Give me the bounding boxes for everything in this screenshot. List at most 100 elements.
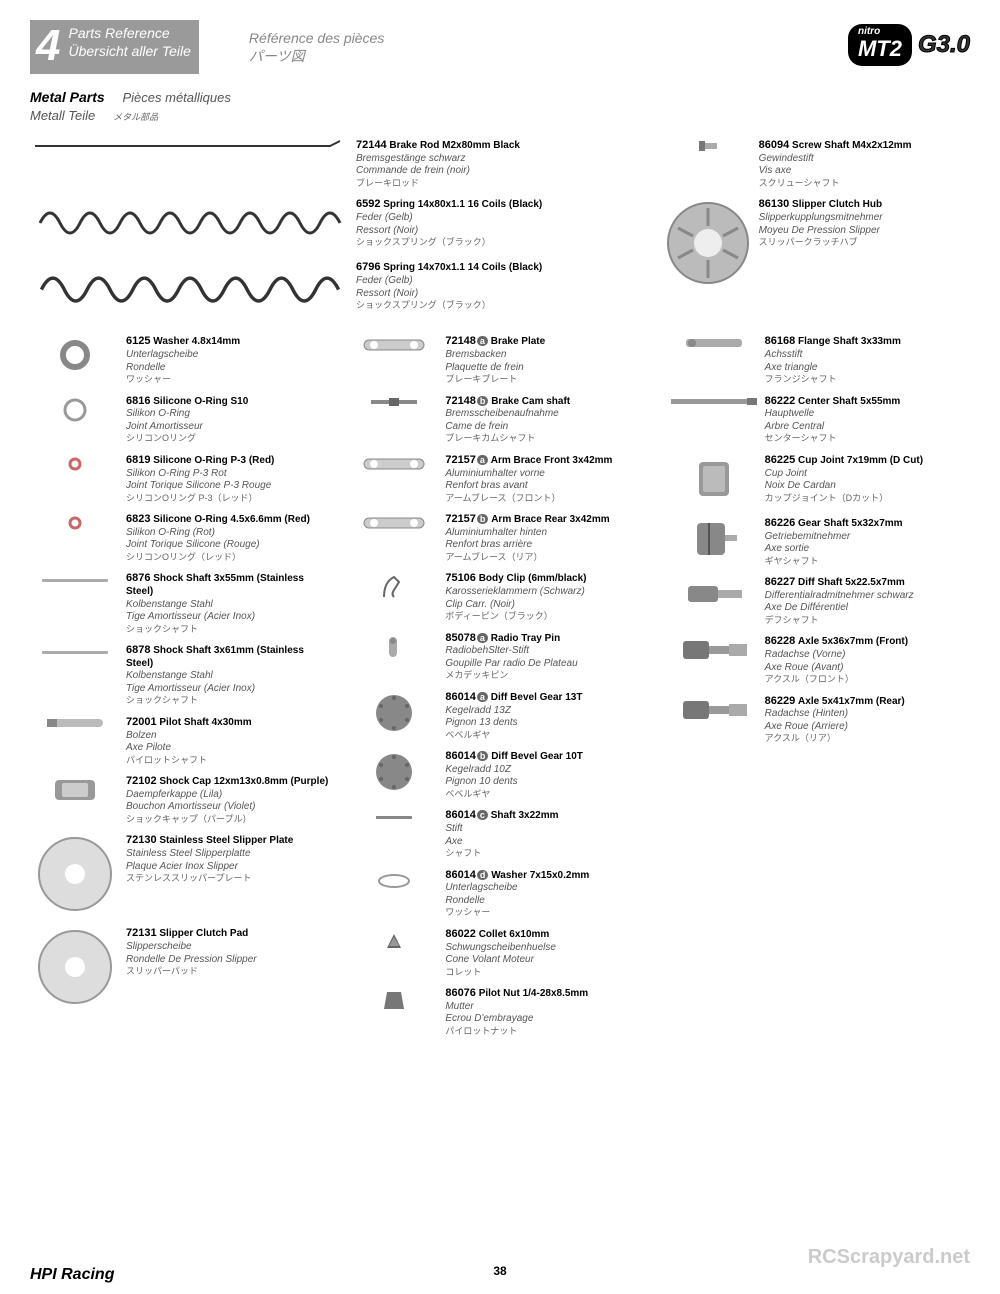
part-fr: Renfort bras arrière — [445, 539, 532, 550]
part-item: 6816 Silicone O-Ring S10Silikon O-RingJo… — [30, 395, 331, 446]
part-fr: Axe Pilote — [126, 742, 171, 753]
part-name: Slipper Clutch Hub — [792, 199, 882, 210]
part-de: Unterlagscheibe — [445, 882, 517, 893]
part-de: Karosserieklammern (Schwarz) — [445, 586, 584, 597]
section-title-fr: Pièces métalliques — [122, 90, 230, 105]
part-name: Arm Brace Rear 3x42mm — [491, 514, 609, 525]
part-name: Cup Joint 7x19mm (D Cut) — [798, 455, 923, 466]
part-text: 6125 Washer 4.8x14mmUnterlagscheibeRonde… — [120, 335, 240, 386]
part-text: 6823 Silicone O-Ring 4.5x6.6mm (Red)Sili… — [120, 513, 310, 564]
logo-brand-small: nitro — [858, 28, 902, 36]
part-number: 86226 — [765, 517, 796, 529]
part-fr: Axe Roue (Avant) — [765, 662, 844, 673]
part-fr: Tige Amortisseur (Acier Inox) — [126, 611, 255, 622]
part-jp: ギヤシャフト — [765, 556, 819, 566]
part-de: Stift — [445, 823, 462, 834]
part-number: 86222 — [765, 395, 796, 407]
part-de: Kegelradd 10Z — [445, 764, 511, 775]
part-fr: Vis axe — [759, 165, 792, 176]
part-de: Differentialradmitnehmer schwarz — [765, 590, 914, 601]
part-item: 6125 Washer 4.8x14mmUnterlagscheibeRonde… — [30, 335, 331, 386]
part-name: Diff Shaft 5x22.5x7mm — [798, 577, 905, 588]
part-text: 72157a Arm Brace Front 3x42mmAluminiumha… — [439, 454, 612, 505]
part-number: 86014b — [445, 750, 488, 762]
title-en: Parts Reference — [68, 24, 190, 42]
part-de: Slipperkupplungsmitnehmer — [759, 212, 883, 223]
part-image — [30, 335, 120, 380]
part-text: 86014b Diff Bevel Gear 10TKegelradd 10ZP… — [439, 750, 583, 801]
part-image — [663, 198, 753, 293]
part-text: 86227 Diff Shaft 5x22.5x7mmDifferentialr… — [759, 576, 914, 627]
part-item: 86014b Diff Bevel Gear 10TKegelradd 10ZP… — [349, 750, 650, 801]
title-de: Übersicht aller Teile — [68, 42, 190, 60]
part-jp: シリコンOリング P-3（レッド） — [126, 493, 258, 503]
logo-variant: G3.0 — [918, 31, 970, 59]
part-image — [30, 834, 120, 919]
part-number: 72001 — [126, 716, 157, 728]
part-text: 86014c Shaft 3x22mmStiftAxeシャフト — [439, 809, 558, 860]
part-name: Pilot Nut 1/4-28x8.5mm — [479, 988, 588, 999]
part-item: 6796 Spring 14x70x1.1 14 Coils (Black) F… — [30, 261, 645, 323]
part-item: 6878 Shock Shaft 3x61mm (Stainless Steel… — [30, 644, 331, 708]
column-1: 6125 Washer 4.8x14mmUnterlagscheibeRonde… — [30, 327, 331, 1046]
part-fr: Axe De Différentiel — [765, 602, 848, 613]
part-image — [349, 513, 439, 538]
part-image — [30, 775, 120, 810]
part-number: 6823 — [126, 513, 150, 525]
part-de: Mutter — [445, 1001, 473, 1012]
part-fr: Cone Volant Moteur — [445, 954, 534, 965]
part-text: 86076 Pilot Nut 1/4-28x8.5mmMutterEcrou … — [439, 987, 588, 1038]
part-item: 72001 Pilot Shaft 4x30mmBolzenAxe Pilote… — [30, 716, 331, 767]
part-item: 86022 Collet 6x10mmSchwungscheibenhuelse… — [349, 928, 650, 979]
part-jp: パイロットシャフト — [126, 755, 207, 765]
part-jp: ベベルギヤ — [445, 730, 490, 740]
part-name: Silicone O-Ring 4.5x6.6mm (Red) — [153, 514, 310, 525]
part-image — [30, 644, 120, 662]
part-de: Kolbenstange Stahl — [126, 670, 213, 681]
logo-brand: MT2 — [858, 36, 902, 61]
part-jp: ボディーピン（ブラック） — [445, 611, 552, 621]
part-de: Kegelradd 13Z — [445, 705, 511, 716]
part-item: 75106 Body Clip (6mm/black)Karosseriekla… — [349, 572, 650, 623]
section-titles-right: Référence des pièces パーツ図 — [249, 29, 384, 65]
part-fr: Rondelle — [126, 362, 165, 373]
part-text: 72148b Brake Cam shaftBremsscheibenaufna… — [439, 395, 570, 446]
part-image — [669, 335, 759, 356]
part-jp: ステンレススリッパープレート — [126, 873, 251, 883]
page-header: 4 Parts Reference Übersicht aller Teile … — [30, 20, 970, 74]
part-number: 86168 — [765, 335, 796, 347]
part-jp: シャフト — [445, 848, 481, 858]
part-item: 6592 Spring 14x80x1.1 16 Coils (Black) F… — [30, 198, 645, 253]
part-text: 6592 Spring 14x80x1.1 16 Coils (Black) F… — [350, 198, 542, 249]
part-fr: Axe Roue (Arriere) — [765, 721, 848, 732]
part-fr: Axe triangle — [765, 362, 818, 373]
part-name: Slipper Clutch Pad — [159, 928, 248, 939]
part-name: Arm Brace Front 3x42mm — [491, 455, 613, 466]
part-name: Stainless Steel Slipper Plate — [159, 835, 293, 846]
part-name: Washer 7x15x0.2mm — [491, 870, 589, 881]
part-number: 6876 — [126, 572, 150, 584]
part-name: Silicone O-Ring S10 — [153, 396, 248, 407]
part-item: 6876 Shock Shaft 3x55mm (Stainless Steel… — [30, 572, 331, 636]
part-de: Silikon O-Ring P-3 Rot — [126, 468, 227, 479]
part-text: 86014d Washer 7x15x0.2mmUnterlagscheibeR… — [439, 869, 589, 920]
part-image — [349, 335, 439, 360]
part-de: Feder (Gelb) — [356, 275, 413, 286]
part-number: 86076 — [445, 987, 476, 999]
part-text: 75106 Body Clip (6mm/black)Karosseriekla… — [439, 572, 586, 623]
part-name: Screw Shaft M4x2x12mm — [792, 140, 912, 151]
part-text: 6878 Shock Shaft 3x61mm (Stainless Steel… — [120, 644, 331, 708]
part-jp: アクスル（フロント） — [765, 674, 854, 684]
part-number: 86229 — [765, 695, 796, 707]
part-text: 72130 Stainless Steel Slipper PlateStain… — [120, 834, 293, 885]
section-heading: Metal Parts Pièces métalliques Metall Te… — [30, 89, 970, 125]
part-jp: ブレーキプレート — [445, 374, 517, 384]
part-de: Aluminiumhalter vorne — [445, 468, 545, 479]
part-number: 86014d — [445, 869, 488, 881]
column-2: 72148a Brake PlateBremsbackenPlaquette d… — [349, 327, 650, 1046]
part-jp: ワッシャー — [126, 374, 171, 384]
part-fr: Tige Amortisseur (Acier Inox) — [126, 683, 255, 694]
part-number: 86022 — [445, 928, 476, 940]
part-text: 72131 Slipper Clutch PadSlipperscheibeRo… — [120, 927, 257, 978]
part-number: 72148b — [445, 395, 488, 407]
